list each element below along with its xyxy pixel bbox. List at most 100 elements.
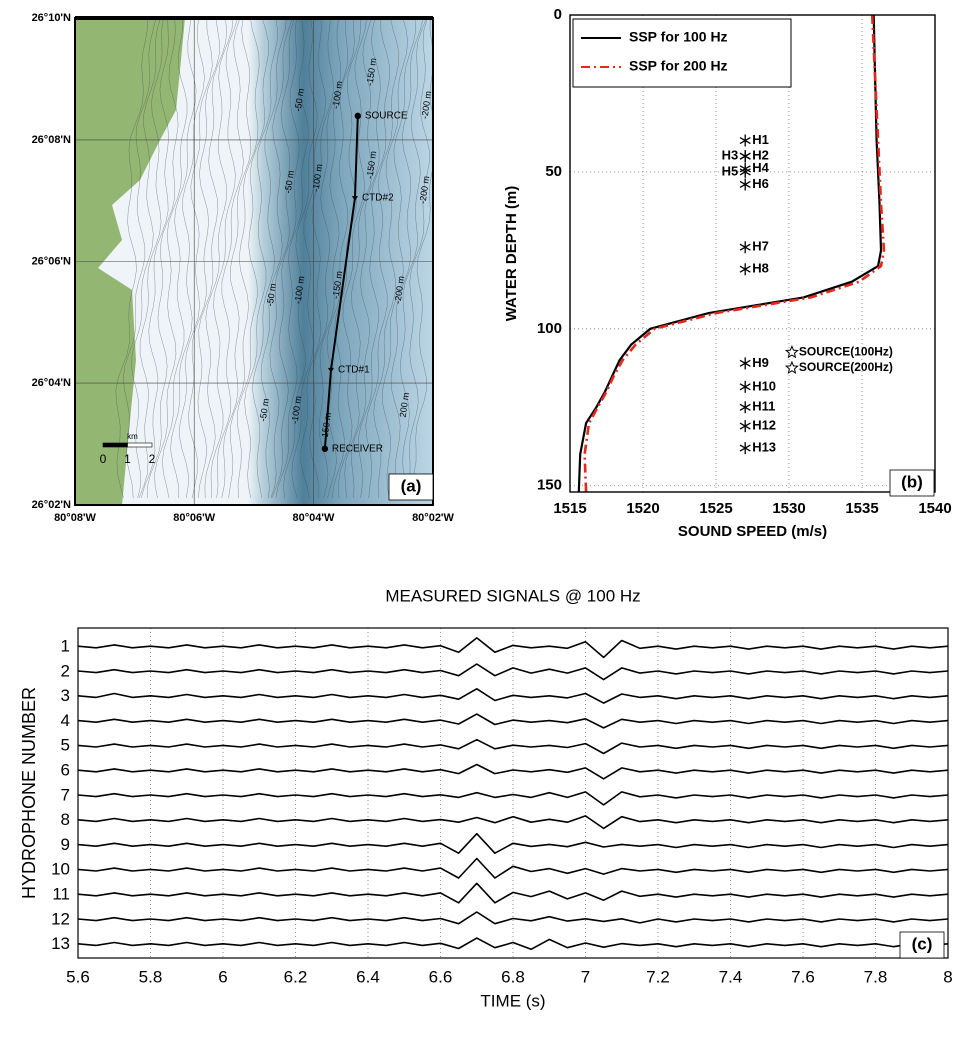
signal-trace [77,882,949,904]
station-marker [351,195,358,201]
station-marker [327,367,334,373]
legend-label: SSP for 200 Hz [629,58,728,74]
hydrophone-label: H11 [752,399,775,414]
y-tick-label: 100 [537,320,562,337]
contour-line [115,18,148,499]
y-tick-label: 50 [545,163,562,180]
source-label: SOURCE(200Hz) [799,360,893,374]
contour-line [351,18,381,499]
contours [115,18,433,499]
y-tick-label: 0 [554,6,562,23]
y-tick-label: 3 [61,686,70,705]
panel-label-box [899,931,945,959]
x-tick-label: 6 [218,967,227,986]
hydrophone-marker [739,178,751,191]
contour-line [170,18,205,499]
panel-label-box [889,469,935,497]
x-tick-label: 1525 [699,500,732,517]
hydrophone-label: H8 [752,261,769,276]
panel-label: (b) [901,472,923,491]
scale-unit: km [127,432,138,441]
contour-line [138,18,164,499]
y-tick-label: 5 [61,736,70,755]
contour-label: -50 m [265,283,278,307]
y-tick-label: 7 [61,785,70,804]
contour-line [269,18,295,499]
contour-line [291,18,326,499]
contour-line [252,18,287,499]
contour-label: -200 m [417,175,431,204]
signal-trace [77,832,949,854]
contour-line [260,18,293,499]
contour-line [390,18,424,499]
contour-label: -50 m [258,398,271,422]
signal-trace [77,857,949,879]
x-tick-label: 7.8 [864,967,888,986]
contour-line [271,18,300,499]
hydrophone-marker [739,380,751,393]
x-tick-label: 1530 [772,500,805,517]
contour-line [358,18,390,499]
x-tick-label: 80°08'W [54,512,96,524]
hydrophone-marker [739,134,751,147]
plot-frame [569,14,936,493]
ssp-line [577,14,883,493]
contour-line [131,18,161,499]
scale-tick-label: 0 [100,452,107,466]
contour-line [197,18,227,499]
panel-label-box [388,473,434,501]
scale-bar-segment [127,442,153,448]
contour-line [318,18,349,499]
station-marker [321,445,329,452]
legend-box [572,18,792,88]
signal-trace [77,663,949,681]
hydrophone-label: H13 [752,440,776,455]
x-axis-label: SOUND SPEED (m/s) [678,523,827,540]
contour-label: -100 m [330,80,344,109]
y-tick-label: 26°08'N [32,134,71,146]
contour-line [216,18,244,499]
x-tick-label: 6.2 [284,967,308,986]
y-tick-label: 10 [51,860,70,879]
hydrophone-label: H4 [752,160,769,175]
y-tick-label: 11 [52,884,70,903]
hydrophone-marker [739,401,751,414]
scale-bar-segment [102,442,128,448]
y-tick-label: 26°04'N [32,377,71,389]
contour-label: -150 m [364,57,378,86]
x-tick-label: 5.6 [66,967,90,986]
signal-trace [77,637,949,659]
x-tick-label: 80°06'W [173,512,215,524]
scale-tick-label: 1 [124,452,131,466]
contour-line [275,18,309,499]
signal-trace [77,937,949,951]
signal-trace [77,911,949,925]
hydrophone-label: H1 [752,132,769,147]
x-tick-label: 7.4 [719,967,743,986]
contour-line [123,18,157,499]
hydrophone-marker [739,357,751,370]
hydrophone-label: H2 [752,148,769,163]
contour-label: 200 m [398,392,411,418]
y-tick-label: 9 [61,835,70,854]
hydrophone-marker [739,241,751,254]
x-tick-label: 1535 [845,500,878,517]
hydrophone-label: H3 [722,148,739,163]
source-label: SOURCE(100Hz) [799,345,893,359]
station-marker [354,112,362,120]
hydrophone-label: H12 [752,418,776,433]
hydrophone-label: H9 [752,355,769,370]
legend-label: SSP for 100 Hz [629,29,728,45]
contour-line [344,18,373,499]
contour-line [162,18,197,499]
contour-label: -100 m [310,163,324,192]
plot-frame [77,627,949,959]
contour-line [210,18,238,499]
x-tick-label: 7 [581,967,590,986]
ssp-line [583,14,886,493]
y-tick-label: 12 [51,909,70,928]
contour-line [406,18,433,499]
y-axis-label: WATER DEPTH (m) [503,186,520,322]
contour-line [179,18,213,499]
